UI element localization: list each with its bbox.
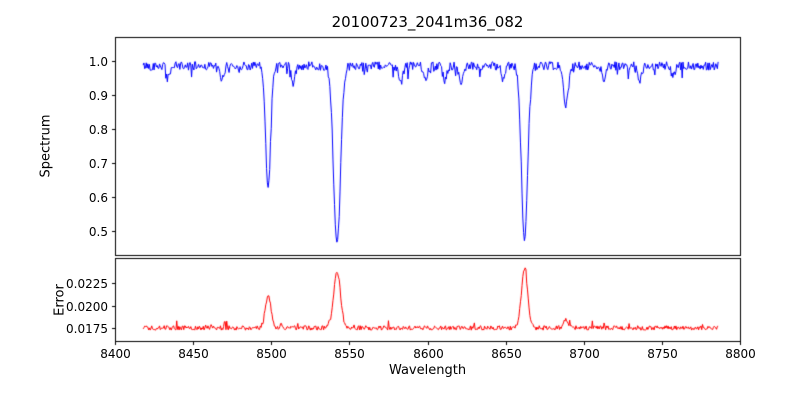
- x-tick-label: 8700: [569, 347, 600, 361]
- spectrum-y-tick-label: 0.5: [88, 224, 108, 239]
- spectrum-y-tick-label: 0.7: [88, 156, 108, 171]
- x-tick-label: 8400: [100, 347, 131, 361]
- chart-title: 20100723_2041m36_082: [331, 13, 524, 31]
- x-tick-label: 8650: [491, 347, 522, 361]
- spectrum-y-tick-label: 0.8: [88, 122, 108, 137]
- x-tick-label: 8550: [334, 347, 365, 361]
- error-y-tick-label: 0.0175: [66, 321, 108, 336]
- x-tick-label: 8500: [256, 347, 287, 361]
- x-axis-label: Wavelength: [388, 363, 467, 378]
- spectrum-y-tick-label: 1.0: [88, 54, 108, 69]
- error-y-tick-label: 0.0225: [66, 276, 108, 291]
- x-tick-label: 8450: [178, 347, 209, 361]
- error-y-tick-label: 0.0200: [66, 299, 108, 314]
- x-tick-label: 8800: [725, 347, 756, 361]
- spectrum-y-tick-label: 0.6: [88, 190, 108, 205]
- x-tick-label: 8600: [413, 347, 444, 361]
- x-tick-label: 8750: [647, 347, 678, 361]
- spectrum-y-tick-label: 0.9: [88, 88, 108, 103]
- spectrum-y-axis-label: Spectrum: [38, 114, 54, 178]
